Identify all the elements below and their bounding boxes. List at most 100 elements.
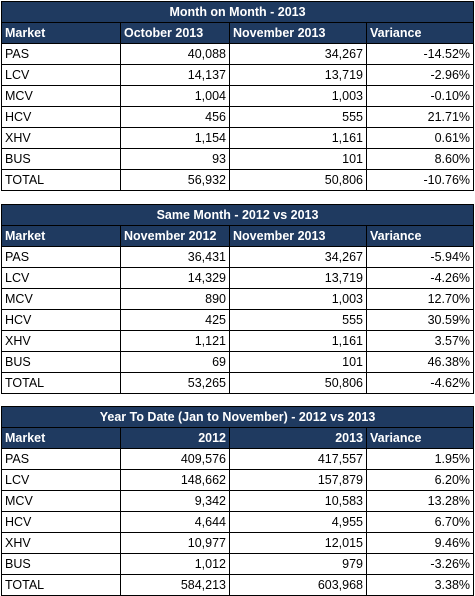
variance-cell: -2.96% (365, 64, 475, 86)
value-cell: 1,161 (229, 330, 367, 352)
value-cell: 12,015 (229, 532, 367, 554)
value-cell: 1,154 (120, 127, 230, 149)
table-row: XHV 1,154 1,161 0.61% (1, 127, 475, 149)
value-cell: 417,557 (229, 448, 367, 470)
value-cell: 93 (120, 148, 230, 170)
market-cell: BUS (1, 148, 121, 170)
table-row: BUS 93 101 8.60% (1, 148, 475, 170)
variance-cell: 12.70% (365, 288, 475, 310)
value-cell: 13,719 (229, 267, 367, 289)
variance-cell: -4.62% (365, 372, 475, 394)
variance-cell: 21.71% (365, 106, 475, 128)
table-row: MCV 9,342 10,583 13.28% (1, 490, 475, 512)
market-cell: XHV (1, 127, 121, 149)
market-cell: HCV (1, 511, 121, 533)
value-cell: 555 (229, 106, 367, 128)
value-cell: 4,644 (120, 511, 230, 533)
market-cell: TOTAL (1, 169, 121, 191)
table-title-row: Same Month - 2012 vs 2013 (0, 204, 475, 226)
market-cell: MCV (1, 288, 121, 310)
variance-cell: -3.26% (365, 553, 475, 575)
value-cell: 409,576 (120, 448, 230, 470)
value-cell: 890 (120, 288, 230, 310)
table-row: MCV 1,004 1,003 -0.10% (1, 85, 475, 107)
value-cell: 40,088 (120, 43, 230, 65)
value-cell: 555 (229, 309, 367, 331)
variance-cell: 9.46% (365, 532, 475, 554)
value-cell: 53,265 (120, 372, 230, 394)
value-cell: 425 (120, 309, 230, 331)
value-cell: 50,806 (229, 372, 367, 394)
market-cell: MCV (1, 490, 121, 512)
column-header: 2012 (120, 427, 230, 449)
value-cell: 603,968 (229, 574, 367, 596)
column-header: Market (1, 225, 121, 247)
variance-cell: 6.70% (365, 511, 475, 533)
column-header: Market (1, 22, 121, 44)
market-cell: MCV (1, 85, 121, 107)
table-row: BUS 1,012 979 -3.26% (1, 553, 475, 575)
table-title: Same Month - 2012 vs 2013 (0, 204, 475, 226)
market-cell: LCV (1, 267, 121, 289)
market-cell: PAS (1, 246, 121, 268)
table-row: PAS 40,088 34,267 -14.52% (1, 43, 475, 65)
column-header: 2013 (229, 427, 367, 449)
table-row: HCV 4,644 4,955 6.70% (1, 511, 475, 533)
market-cell: PAS (1, 43, 121, 65)
value-cell: 69 (120, 351, 230, 373)
table-row: PAS 36,431 34,267 -5.94% (1, 246, 475, 268)
variance-cell: 1.95% (365, 448, 475, 470)
table-row: TOTAL 584,213 603,968 3.38% (1, 574, 475, 596)
value-cell: 34,267 (229, 246, 367, 268)
table-row: LCV 148,662 157,879 6.20% (1, 469, 475, 491)
variance-cell: -10.76% (365, 169, 475, 191)
value-cell: 584,213 (120, 574, 230, 596)
market-cell: HCV (1, 106, 121, 128)
value-cell: 1,161 (229, 127, 367, 149)
table-row: LCV 14,137 13,719 -2.96% (1, 64, 475, 86)
variance-cell: 13.28% (365, 490, 475, 512)
value-cell: 101 (229, 148, 367, 170)
value-cell: 979 (229, 553, 367, 575)
market-cell: TOTAL (1, 372, 121, 394)
variance-cell: 46.38% (365, 351, 475, 373)
variance-cell: 0.61% (365, 127, 475, 149)
market-cell: LCV (1, 64, 121, 86)
value-cell: 13,719 (229, 64, 367, 86)
value-cell: 4,955 (229, 511, 367, 533)
table-row: BUS 69 101 46.38% (1, 351, 475, 373)
variance-cell: -4.26% (365, 267, 475, 289)
value-cell: 14,137 (120, 64, 230, 86)
value-cell: 10,977 (120, 532, 230, 554)
column-header: Market (1, 427, 121, 449)
year-to-date-table: Year To Date (Jan to November) - 2012 vs… (0, 406, 475, 596)
variance-cell: -0.10% (365, 85, 475, 107)
market-cell: XHV (1, 532, 121, 554)
column-header: Variance (365, 427, 475, 449)
column-header: Variance (365, 225, 475, 247)
table-row: XHV 1,121 1,161 3.57% (1, 330, 475, 352)
value-cell: 157,879 (229, 469, 367, 491)
market-cell: LCV (1, 469, 121, 491)
table-header-row: Market October 2013 November 2013 Variance (1, 22, 475, 44)
column-header: Variance (365, 22, 475, 44)
market-cell: BUS (1, 553, 121, 575)
table-title: Month on Month - 2013 (0, 1, 475, 23)
column-header: October 2013 (120, 22, 230, 44)
value-cell: 56,932 (120, 169, 230, 191)
column-header: November 2012 (120, 225, 230, 247)
value-cell: 148,662 (120, 469, 230, 491)
column-header: November 2013 (229, 22, 367, 44)
value-cell: 456 (120, 106, 230, 128)
variance-cell: -5.94% (365, 246, 475, 268)
market-cell: TOTAL (1, 574, 121, 596)
market-cell: PAS (1, 448, 121, 470)
value-cell: 36,431 (120, 246, 230, 268)
value-cell: 101 (229, 351, 367, 373)
table-row: PAS 409,576 417,557 1.95% (1, 448, 475, 470)
variance-cell: 3.57% (365, 330, 475, 352)
variance-cell: 8.60% (365, 148, 475, 170)
same-month-table: Same Month - 2012 vs 2013 Market November … (0, 204, 475, 394)
value-cell: 1,003 (229, 85, 367, 107)
value-cell: 1,012 (120, 553, 230, 575)
